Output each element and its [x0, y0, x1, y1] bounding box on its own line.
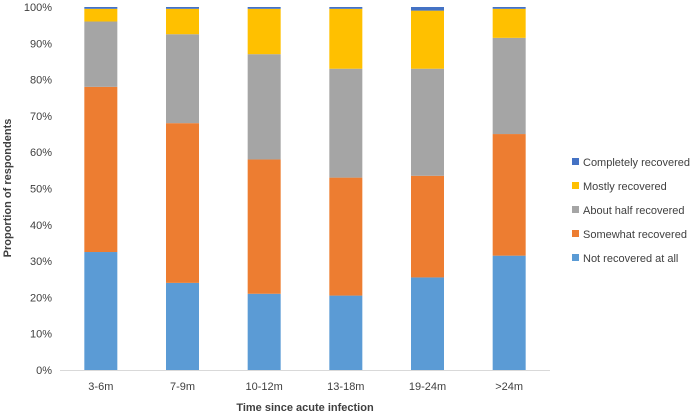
bar-segment-completely-recovered	[329, 7, 363, 9]
x-axis-ticks: 3-6m 7-9m 10-12m 13-18m 19-24m >24m	[88, 381, 523, 393]
bar-segment-completely-recovered	[492, 7, 526, 9]
bar-segment-somewhat-recovered	[247, 159, 281, 294]
y-tick-label: 70%	[30, 111, 52, 123]
bar-segment-not-recovered-at-all	[329, 295, 363, 370]
x-axis-title: Time since acute infection	[236, 402, 374, 413]
legend-label: Mostly recovered	[583, 181, 667, 193]
y-tick-label: 10%	[30, 329, 52, 341]
legend-swatch	[572, 254, 579, 261]
y-tick-label: 0%	[36, 365, 52, 377]
y-tick-label: 80%	[30, 75, 52, 87]
bar-segment-completely-recovered	[247, 7, 281, 9]
bar-segment-somewhat-recovered	[411, 175, 444, 278]
legend-swatch	[572, 158, 579, 165]
bar-segment-not-recovered-at-all	[411, 277, 444, 370]
bar-segment-mostly-recovered	[411, 10, 444, 69]
y-tick-label: 90%	[30, 38, 52, 50]
bars	[84, 7, 526, 370]
y-tick-label: 30%	[30, 256, 52, 268]
bar-segment-completely-recovered	[84, 7, 118, 9]
bar-segment-not-recovered-at-all	[492, 255, 526, 370]
legend-label: About half recovered	[583, 205, 685, 217]
y-tick-label: 20%	[30, 292, 52, 304]
y-tick-label: 50%	[30, 184, 52, 196]
x-tick-label: >24m	[495, 381, 523, 393]
bar-segment-about-half-recovered	[247, 54, 281, 160]
bar-segment-mostly-recovered	[492, 8, 526, 38]
bar-segment-about-half-recovered	[84, 21, 118, 87]
bar-segment-somewhat-recovered	[492, 134, 526, 256]
bar-segment-mostly-recovered	[166, 8, 199, 35]
x-tick-label: 3-6m	[88, 381, 113, 393]
bar-segment-about-half-recovered	[329, 68, 363, 178]
bar-segment-completely-recovered	[411, 7, 444, 11]
bar-segment-not-recovered-at-all	[247, 293, 281, 370]
x-tick-label: 10-12m	[246, 381, 283, 393]
bar-segment-completely-recovered	[166, 7, 199, 9]
bar-segment-about-half-recovered	[166, 34, 199, 124]
legend-swatch	[572, 230, 579, 237]
bar-segment-not-recovered-at-all	[84, 252, 118, 370]
y-axis-title: Proportion of respondents	[2, 119, 14, 258]
x-tick-label: 7-9m	[170, 381, 195, 393]
x-tick-label: 13-18m	[327, 381, 364, 393]
bar-segment-somewhat-recovered	[84, 86, 118, 253]
y-axis-ticks: 0% 10% 20% 30% 40% 50% 60% 70% 80% 90% 100%	[24, 2, 52, 377]
bar-segment-mostly-recovered	[329, 8, 363, 69]
bar-segment-about-half-recovered	[492, 37, 526, 135]
legend-label: Not recovered at all	[583, 253, 678, 265]
bar-segment-mostly-recovered	[84, 8, 118, 22]
legend-label: Completely recovered	[583, 157, 690, 169]
legend-swatch	[572, 206, 579, 213]
x-tick-label: 19-24m	[409, 381, 446, 393]
bar-segment-somewhat-recovered	[166, 123, 199, 283]
legend-label: Somewhat recovered	[583, 229, 687, 241]
legend-swatch	[572, 182, 579, 189]
bar-segment-somewhat-recovered	[329, 177, 363, 296]
y-tick-label: 40%	[30, 220, 52, 232]
y-tick-label: 100%	[24, 2, 52, 14]
legend: Completely recovered Mostly recovered Abou…	[572, 157, 690, 265]
bar-segment-not-recovered-at-all	[166, 282, 199, 370]
bar-segment-about-half-recovered	[411, 68, 444, 176]
y-tick-label: 60%	[30, 147, 52, 159]
bar-segment-mostly-recovered	[247, 8, 281, 55]
